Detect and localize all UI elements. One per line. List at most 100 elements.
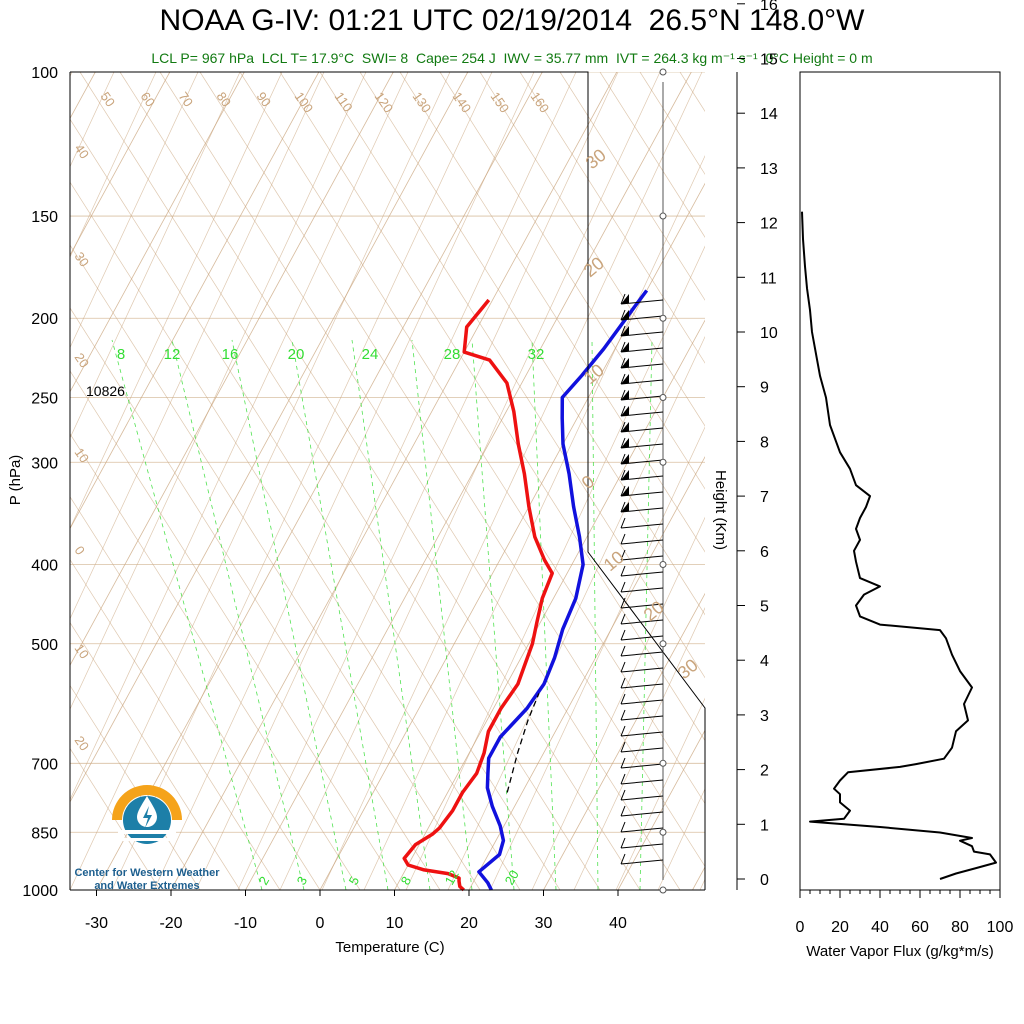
mixing-ratio-line <box>231 339 347 890</box>
logo-sun-arc <box>112 785 182 820</box>
mixing-ratio-line <box>111 339 263 890</box>
wind-barb <box>620 309 664 321</box>
dry-adiabat-line <box>70 72 283 530</box>
height-tick-label: 2 <box>760 763 769 780</box>
isotherm-line <box>543 592 705 890</box>
temperature-profile <box>402 298 554 892</box>
x-tick-label: -30 <box>85 915 108 932</box>
height-tick-label: 7 <box>760 489 769 506</box>
wind-barb <box>620 453 664 465</box>
dry-adiabat-line <box>531 516 705 890</box>
dry-adiabat-line <box>70 72 409 801</box>
wind-calm-marker <box>659 886 667 894</box>
height-tick-label: 9 <box>760 380 769 397</box>
wind-barb <box>620 613 664 625</box>
flux-tick-label: 40 <box>871 919 889 936</box>
mixing-ratio-line <box>351 339 431 890</box>
dry-adiabat-line <box>237 72 619 890</box>
moist-adiabat-line <box>70 496 321 890</box>
wind-barb <box>620 709 664 721</box>
mixing-ratio-label: 32 <box>528 346 545 363</box>
moist-adiabat-line <box>439 72 705 490</box>
isotherm-line <box>394 319 705 890</box>
moist-adiabat-line <box>70 559 281 890</box>
y-tick-label: 500 <box>31 637 58 654</box>
flux-tick-label: 80 <box>951 919 969 936</box>
dry-adiabat-line <box>363 155 705 890</box>
isotherm-label: 60 <box>138 89 159 109</box>
isotherm-label-right: 30 <box>582 145 610 173</box>
wind-barb <box>620 565 664 577</box>
dry-adiabat-line <box>699 878 705 890</box>
wind-flag <box>621 502 629 512</box>
x-tick-label: -20 <box>159 915 182 932</box>
logo-wave-2 <box>122 838 172 841</box>
wind-barb <box>620 549 664 561</box>
moist-adiabat-line <box>70 118 561 890</box>
moist-adiabat-line <box>519 72 705 364</box>
mixing-ratio-label: 24 <box>362 346 379 363</box>
height-tick-label: 6 <box>760 544 769 561</box>
wind-calm-marker <box>659 560 667 568</box>
moist-adiabat-line <box>840 72 1024 890</box>
wind-flag <box>621 390 629 400</box>
wind-flag <box>621 454 629 464</box>
isotherm-line <box>70 72 394 667</box>
isotherm-label: 100 <box>292 89 317 115</box>
wind-barb <box>620 677 664 689</box>
mixing-ratio-line <box>471 339 515 890</box>
mixing-ratio-label: 2 <box>256 874 273 888</box>
moist-adiabat-line <box>559 72 705 301</box>
wind-barb <box>620 725 664 737</box>
wind-flag <box>621 326 629 336</box>
isotherm-line <box>692 866 705 890</box>
moist-adiabat-line <box>239 72 705 805</box>
moist-adiabat-line <box>679 72 705 112</box>
isotherm-line <box>170 72 618 890</box>
height-axis-label: Height (Km) <box>712 470 729 550</box>
height-tick-label: 0 <box>760 872 769 889</box>
isotherm-line <box>70 72 245 393</box>
x-tick-label: -10 <box>234 915 257 932</box>
isotherm-label: 30 <box>72 249 93 269</box>
wind-flag <box>621 470 629 480</box>
moist-adiabat-line <box>399 72 705 553</box>
wind-barb <box>620 485 664 497</box>
y-tick-label: 250 <box>31 391 58 408</box>
isotherm-line <box>617 729 705 890</box>
dry-adiabat-line <box>447 335 705 890</box>
dry-adiabat-line <box>489 426 705 890</box>
dry-adiabat-line <box>195 72 577 890</box>
isotherm-label: 40 <box>72 141 93 161</box>
logo-line-2: and Water Extremes <box>94 880 199 892</box>
height-tick-label: 3 <box>760 708 769 725</box>
wind-barb <box>620 421 664 433</box>
flux-tick-label: 60 <box>911 919 929 936</box>
isotherm-label: 20 <box>72 733 93 753</box>
mixing-ratio-line <box>291 339 389 890</box>
wind-barb <box>620 389 664 401</box>
wind-calm-marker <box>659 828 667 836</box>
dry-adiabat-line <box>70 72 241 439</box>
wind-barb <box>620 805 664 817</box>
isotherm-label: 50 <box>98 89 119 109</box>
x-tick-label: 30 <box>535 915 553 932</box>
wind-flag <box>621 310 629 320</box>
wind-barb <box>620 533 664 545</box>
wind-barb <box>620 661 664 673</box>
isotherm-label-right: 20 <box>640 597 668 625</box>
moist-adiabat-line <box>319 72 705 679</box>
logo-line-1: Center for Western Weather <box>74 867 220 879</box>
height-tick-label: 8 <box>760 434 769 451</box>
moist-adiabat-line <box>159 72 681 890</box>
wind-flag <box>621 422 629 432</box>
mixing-ratio-line <box>591 339 599 890</box>
mixing-ratio-label: 12 <box>442 867 462 887</box>
x-tick-label: 40 <box>609 915 627 932</box>
y-tick-label: 1000 <box>22 883 58 900</box>
isotherm-label-right: 10 <box>580 360 608 388</box>
mixing-ratio-label: 20 <box>288 346 305 363</box>
parcel-profile <box>506 693 540 793</box>
moist-adiabat-line <box>70 307 441 890</box>
